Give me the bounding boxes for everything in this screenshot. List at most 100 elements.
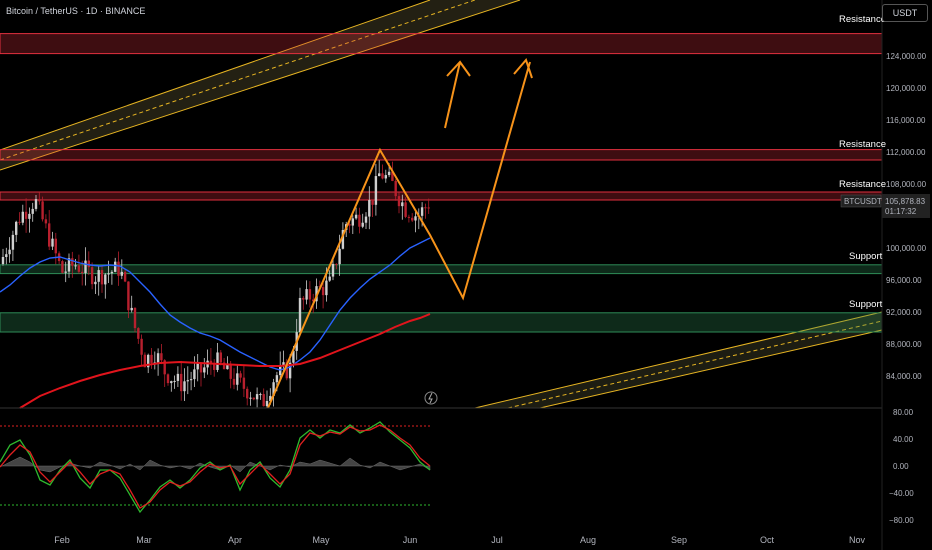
candle-body xyxy=(104,274,107,285)
candle-body xyxy=(127,281,130,311)
resistance-top-label: Resistance xyxy=(839,14,886,25)
candle-body xyxy=(216,352,219,370)
candle-body xyxy=(18,221,21,223)
candle-body xyxy=(24,211,28,219)
candle-body xyxy=(176,373,180,381)
candle-body xyxy=(325,280,328,296)
candle-body xyxy=(302,297,305,300)
month-tick-label: Aug xyxy=(580,535,596,545)
price-tick-label: 96,000.00 xyxy=(886,276,922,285)
candle-body xyxy=(378,173,381,177)
price-axis[interactable]: 124,000.00 120,000.00 116,000.00 112,000.00… xyxy=(886,52,927,381)
candle-body xyxy=(130,307,133,311)
candle-body xyxy=(381,173,384,179)
candle-body xyxy=(67,258,71,272)
price-tag: BTCUSDT 105,878.83 01:17:32 xyxy=(840,194,930,218)
candle-body xyxy=(298,297,302,333)
ema-red-line xyxy=(19,313,431,409)
candle-body xyxy=(252,397,255,400)
candle-body xyxy=(61,261,64,273)
oscillator-pane xyxy=(0,421,431,514)
osc-red-line xyxy=(0,424,431,509)
candle-body xyxy=(107,273,110,275)
candle-body xyxy=(259,394,262,396)
candle-body xyxy=(180,373,183,392)
candle-body xyxy=(150,354,153,363)
candle-body xyxy=(100,270,104,285)
candle-body xyxy=(117,261,120,276)
candle-body xyxy=(77,265,81,272)
candle-body xyxy=(427,207,430,209)
candle-body xyxy=(364,216,368,223)
oscillator-axis[interactable]: 80.00 40.00 0.00 −40.00 −80.00 xyxy=(889,408,914,525)
candle-body xyxy=(315,286,318,302)
candle-body xyxy=(269,395,272,401)
candle-body xyxy=(71,258,74,266)
candle-body xyxy=(222,362,226,370)
candle-body xyxy=(137,328,140,339)
currency-selector[interactable]: USDT xyxy=(882,4,928,22)
price-tick-label: 100,000.00 xyxy=(886,244,927,253)
candle-body xyxy=(394,180,397,197)
month-tick-label: Jul xyxy=(491,535,503,545)
resistance-zone-0 xyxy=(0,33,883,55)
candle-body xyxy=(292,350,295,363)
candle-body xyxy=(74,265,77,267)
price-tag-price: 105,878.83 xyxy=(885,197,926,206)
support-zone-4 xyxy=(0,312,883,333)
osc-tick-label: 0.00 xyxy=(893,462,909,471)
month-tick-label: Sep xyxy=(671,535,687,545)
candle-body xyxy=(156,353,160,363)
candle-body xyxy=(199,363,203,373)
candle-body xyxy=(173,380,176,382)
candle-body xyxy=(341,230,345,249)
candle-body xyxy=(186,380,189,382)
support-lower-label: Support xyxy=(849,299,883,310)
support-upper-label: Support xyxy=(849,251,883,262)
candle-body xyxy=(31,208,34,214)
candle-body xyxy=(358,214,361,227)
support-zone-3 xyxy=(0,264,883,275)
candle-body xyxy=(414,216,417,221)
candle-body xyxy=(90,267,94,285)
resistance-zone-1 xyxy=(0,149,883,161)
candle-body xyxy=(384,175,387,179)
candle-body xyxy=(28,213,31,219)
candle-body xyxy=(420,207,424,216)
candle-body xyxy=(140,338,143,355)
candle-body xyxy=(120,271,123,276)
candle-body xyxy=(183,381,186,392)
candle-body xyxy=(81,271,84,274)
candle-body xyxy=(229,363,232,379)
upper-channel xyxy=(0,0,521,171)
price-tick-label: 108,000.00 xyxy=(886,180,927,189)
month-tick-label: Mar xyxy=(136,535,152,545)
price-tick-label: 124,000.00 xyxy=(886,52,927,61)
price-tick-label: 120,000.00 xyxy=(886,84,927,93)
price-tick-label: 92,000.00 xyxy=(886,308,922,317)
price-tick-label: 112,000.00 xyxy=(886,148,926,157)
candle-body xyxy=(232,378,236,385)
month-tick-label: May xyxy=(312,535,330,545)
candle-body xyxy=(166,374,170,384)
candle-body xyxy=(275,375,279,383)
candle-body xyxy=(305,289,308,300)
candle-body xyxy=(328,276,331,281)
osc-tick-label: 40.00 xyxy=(893,435,914,444)
candle-body xyxy=(391,171,394,181)
candle-body xyxy=(38,199,41,202)
candle-body xyxy=(308,289,312,300)
candle-body xyxy=(236,373,239,385)
zones xyxy=(0,33,883,333)
candle-body xyxy=(361,222,364,227)
candle-body xyxy=(110,271,114,274)
time-axis[interactable]: Feb Mar Apr May Jun Jul Aug Sep Oct Nov xyxy=(54,535,865,545)
candle-body xyxy=(160,353,163,361)
month-tick-label: Feb xyxy=(54,535,70,545)
candle-body xyxy=(196,363,199,370)
lightning-icon[interactable] xyxy=(424,391,438,405)
candle-body xyxy=(54,238,57,254)
osc-tick-label: −80.00 xyxy=(889,516,914,525)
price-tag-symbol: BTCUSDT xyxy=(844,197,882,206)
